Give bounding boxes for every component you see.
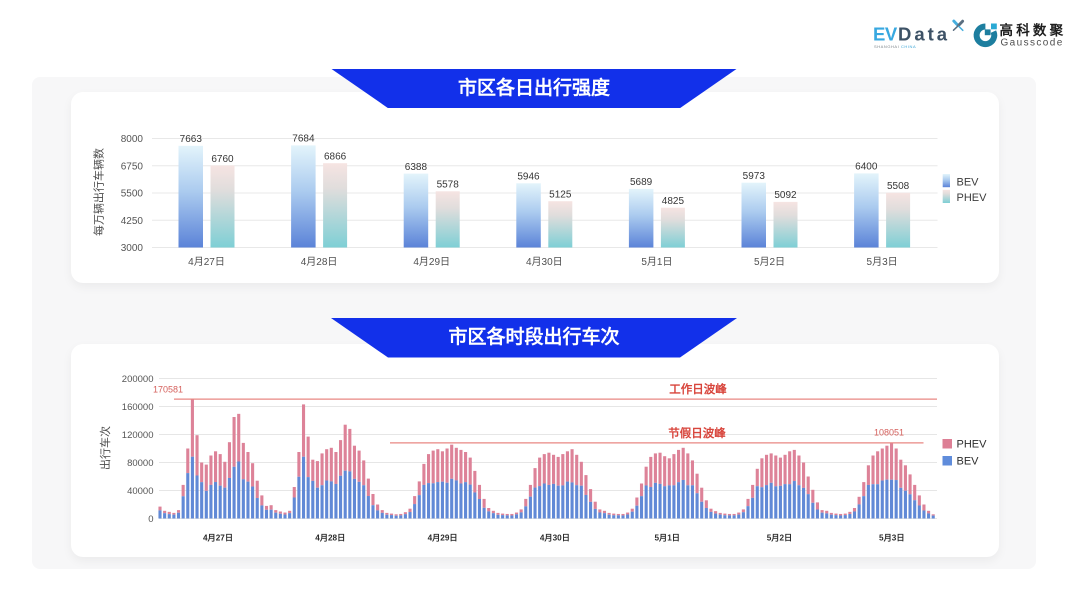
svg-text:5689: 5689 (630, 177, 653, 188)
svg-text:4250: 4250 (121, 216, 144, 227)
svg-text:4月28日: 4月28日 (315, 534, 345, 543)
svg-text:160000: 160000 (122, 402, 154, 413)
svg-text:4月27日: 4月27日 (203, 534, 233, 543)
svg-text:6760: 6760 (211, 154, 234, 165)
svg-text:4825: 4825 (662, 196, 685, 207)
svg-text:4月29日: 4月29日 (428, 534, 458, 543)
svg-text:3000: 3000 (121, 243, 144, 254)
svg-text:EV: EV (873, 24, 898, 45)
svg-text:120000: 120000 (122, 430, 154, 441)
svg-text:出行车次: 出行车次 (98, 426, 112, 470)
svg-text:4月29日: 4月29日 (413, 256, 450, 268)
svg-text:4月30日: 4月30日 (526, 256, 563, 268)
svg-text:5月2日: 5月2日 (767, 534, 792, 543)
svg-text:6400: 6400 (855, 162, 878, 173)
svg-text:6388: 6388 (405, 162, 428, 173)
svg-text:PHEV: PHEV (957, 439, 988, 451)
svg-text:高科数聚: 高科数聚 (1000, 22, 1067, 38)
svg-text:4月30日: 4月30日 (540, 534, 570, 543)
svg-text:5月3日: 5月3日 (879, 534, 904, 543)
svg-text:108051: 108051 (874, 427, 904, 437)
svg-text:5946: 5946 (517, 172, 540, 183)
svg-text:5月3日: 5月3日 (867, 256, 898, 268)
svg-text:BEV: BEV (957, 176, 980, 188)
svg-text:5092: 5092 (774, 190, 797, 201)
svg-text:7663: 7663 (180, 134, 203, 145)
svg-text:5500: 5500 (121, 189, 144, 200)
svg-text:5月1日: 5月1日 (641, 256, 672, 268)
svg-text:Gausscode: Gausscode (1001, 37, 1064, 48)
svg-text:7684: 7684 (292, 134, 315, 145)
svg-text:4月27日: 4月27日 (188, 256, 225, 268)
svg-text:6750: 6750 (121, 161, 144, 172)
svg-text:5月1日: 5月1日 (654, 534, 679, 543)
svg-text:5973: 5973 (743, 171, 766, 182)
svg-text:4月28日: 4月28日 (301, 256, 338, 268)
svg-text:BEV: BEV (957, 456, 980, 468)
svg-text:PHEV: PHEV (957, 192, 988, 204)
svg-text:5125: 5125 (549, 190, 572, 201)
svg-text:8000: 8000 (121, 134, 144, 145)
svg-text:80000: 80000 (127, 458, 153, 469)
svg-text:每万辆出行车辆数: 每万辆出行车辆数 (92, 148, 106, 236)
svg-text:SHANGHAI CHINA: SHANGHAI CHINA (874, 44, 916, 49)
svg-text:5月2日: 5月2日 (754, 256, 785, 268)
svg-text:Data: Data (898, 24, 950, 45)
svg-text:5578: 5578 (437, 180, 460, 191)
svg-text:40000: 40000 (127, 486, 153, 497)
svg-text:工作日波峰: 工作日波峰 (669, 382, 727, 396)
svg-text:节假日波峰: 节假日波峰 (668, 426, 726, 440)
svg-text:6866: 6866 (324, 152, 347, 163)
svg-text:170581: 170581 (153, 385, 183, 395)
svg-text:5508: 5508 (887, 181, 910, 192)
svg-text:0: 0 (148, 514, 153, 525)
svg-text:200000: 200000 (122, 374, 154, 385)
